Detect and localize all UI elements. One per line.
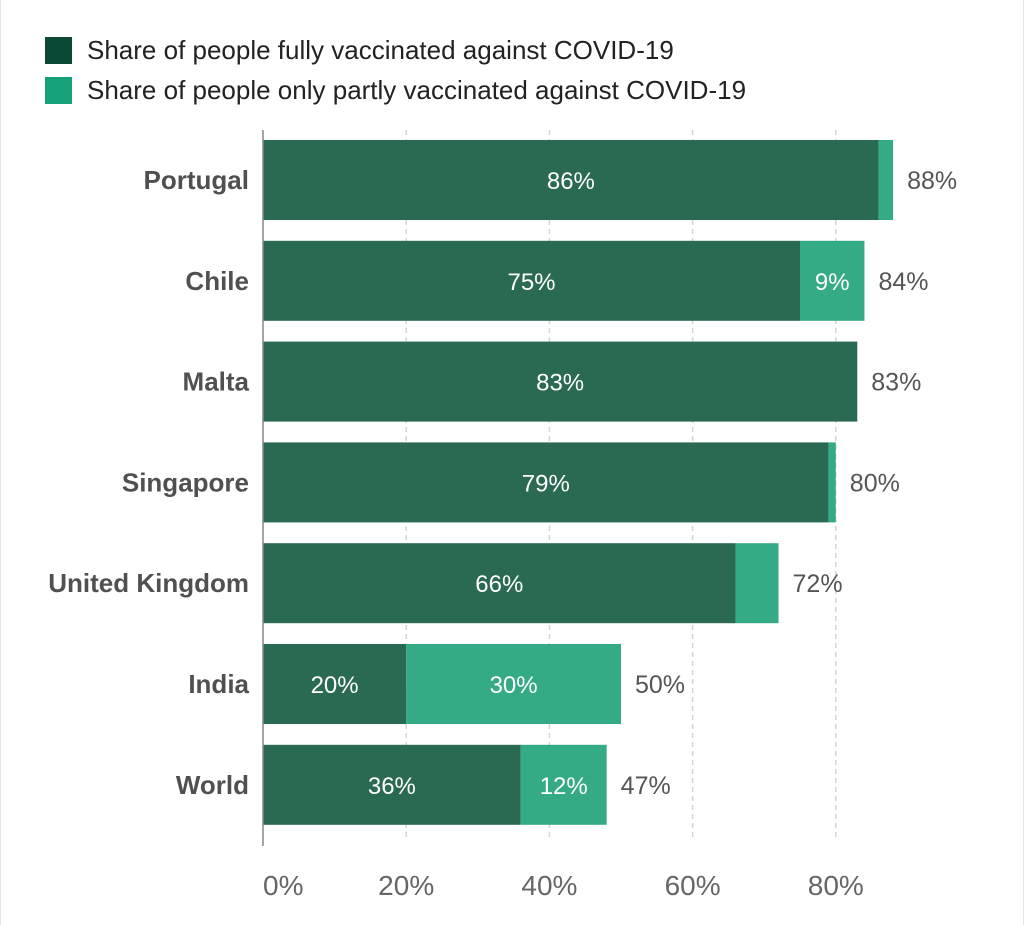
data-label-partly: 30% (490, 672, 538, 699)
data-label-partly: 12% (540, 773, 588, 800)
legend-item-partly: Share of people only partly vaccinated a… (45, 70, 746, 110)
x-tick-label: 60% (665, 870, 721, 901)
bar-fully-2 (263, 341, 858, 422)
data-label-fully: 75% (507, 269, 555, 296)
bar-fully-5 (263, 644, 407, 724)
legend-label-partly: Share of people only partly vaccinated a… (87, 74, 747, 105)
category-label: Malta (183, 367, 250, 397)
bar-fully-6 (263, 744, 521, 825)
category-label: World (176, 770, 249, 800)
bar-partly-0 (878, 140, 894, 220)
bar-partly-1 (800, 240, 865, 321)
data-label-total: 47% (621, 772, 671, 800)
data-label-fully: 66% (475, 571, 523, 598)
bar-partly-3 (828, 442, 836, 523)
data-label-partly: 9% (815, 269, 850, 296)
category-label: United Kingdom (48, 568, 249, 598)
bar-fully-4 (263, 543, 736, 624)
bar-partly-6 (520, 744, 607, 825)
data-label-fully: 20% (311, 672, 359, 699)
data-label-total: 84% (878, 268, 928, 296)
data-label-total: 50% (635, 671, 685, 699)
category-label: Chile (185, 266, 249, 296)
x-tick-label: 40% (521, 870, 577, 901)
data-label-total: 88% (907, 167, 957, 195)
data-label-fully: 86% (547, 168, 595, 195)
category-label: India (188, 669, 249, 699)
legend-label-fully: Share of people fully vaccinated against… (87, 34, 674, 65)
bar-fully-3 (263, 442, 829, 523)
bar-fully-0 (263, 140, 879, 220)
bar-fully-1 (263, 240, 800, 321)
data-label-total: 83% (871, 369, 921, 397)
x-tick-label: 20% (378, 870, 434, 901)
data-label-total: 72% (793, 570, 843, 598)
legend-swatch-fully (45, 36, 72, 64)
bar-partly-5 (406, 644, 621, 724)
legend: Share of people fully vaccinated against… (45, 30, 746, 110)
bar-partly-4 (735, 543, 779, 624)
x-tick-label: 0% (263, 870, 303, 901)
category-label: Singapore (122, 467, 249, 497)
category-label: Portugal (144, 165, 249, 195)
legend-swatch-partly (45, 76, 72, 104)
data-label-total: 80% (850, 469, 900, 497)
data-label-fully: 36% (368, 773, 416, 800)
x-tick-label: 80% (808, 870, 864, 901)
data-label-fully: 79% (522, 470, 570, 497)
legend-item-fully: Share of people fully vaccinated against… (45, 30, 746, 70)
data-label-fully: 83% (536, 370, 584, 397)
